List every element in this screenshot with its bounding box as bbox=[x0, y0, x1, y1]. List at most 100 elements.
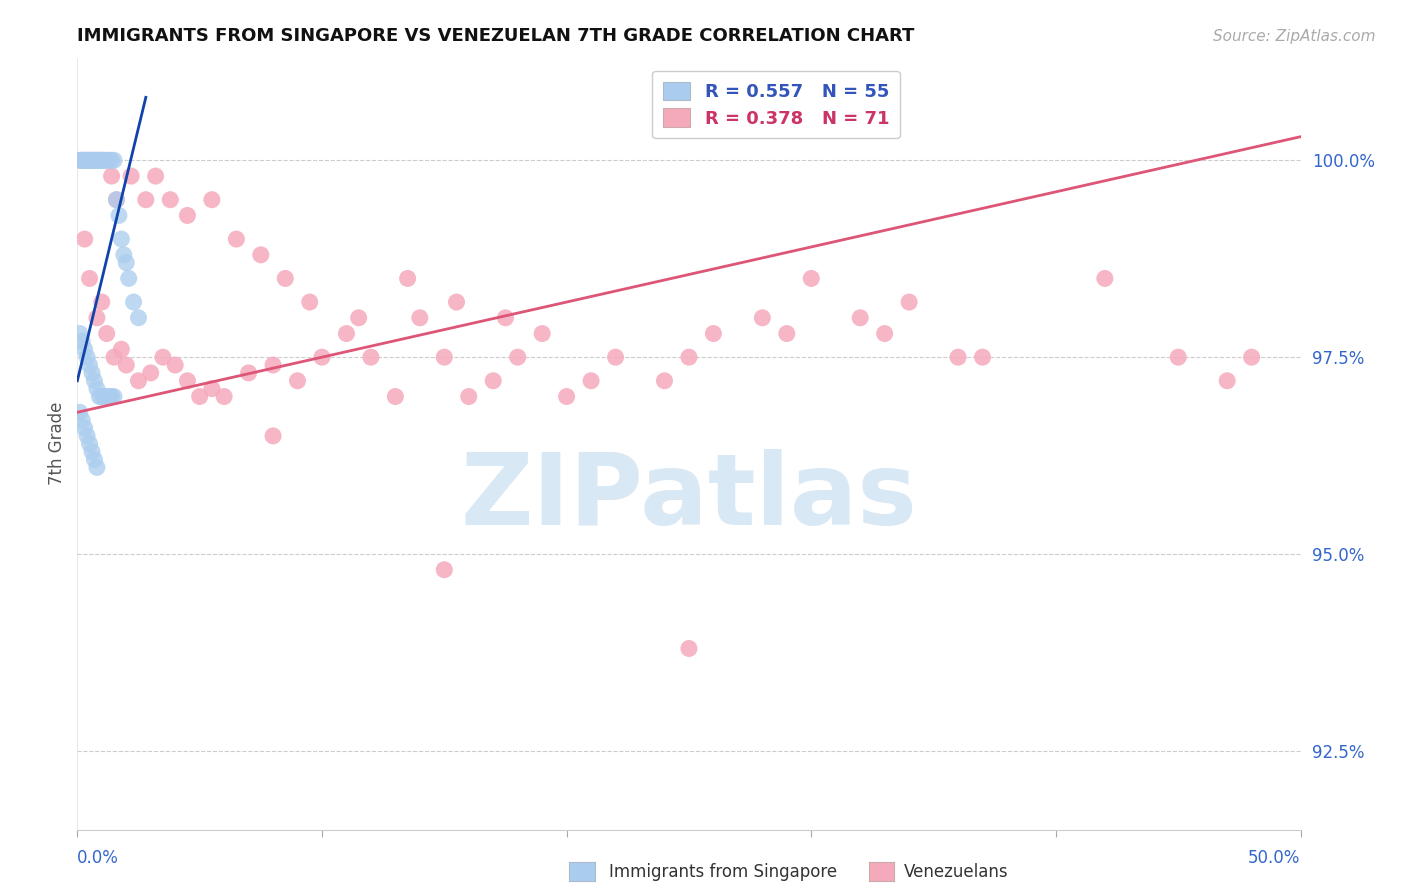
Point bbox=[100, 169, 122, 183]
Point bbox=[115, 358, 138, 372]
Point bbox=[946, 350, 969, 364]
Point bbox=[409, 310, 432, 325]
Point bbox=[79, 358, 101, 372]
Point bbox=[80, 153, 103, 168]
Point bbox=[90, 390, 112, 404]
Point bbox=[73, 153, 96, 168]
Point bbox=[287, 374, 309, 388]
Point bbox=[396, 271, 419, 285]
Point bbox=[152, 350, 174, 364]
Point bbox=[201, 193, 224, 207]
Point bbox=[90, 153, 112, 168]
Point bbox=[105, 193, 128, 207]
Point bbox=[69, 326, 91, 341]
Legend: R = 0.557   N = 55, R = 0.378   N = 71: R = 0.557 N = 55, R = 0.378 N = 71 bbox=[652, 70, 900, 138]
Point bbox=[115, 255, 138, 269]
Point bbox=[145, 169, 167, 183]
Point bbox=[298, 295, 321, 310]
Point bbox=[96, 153, 118, 168]
Point bbox=[70, 153, 93, 168]
Point bbox=[800, 271, 823, 285]
Point bbox=[311, 350, 333, 364]
Point bbox=[250, 248, 273, 262]
Point bbox=[506, 350, 529, 364]
Point bbox=[73, 421, 96, 435]
Point bbox=[347, 310, 370, 325]
Point bbox=[159, 193, 181, 207]
Point bbox=[654, 374, 676, 388]
Point bbox=[77, 153, 100, 168]
Point bbox=[100, 390, 122, 404]
Point bbox=[75, 153, 97, 168]
Point bbox=[100, 153, 122, 168]
Point bbox=[201, 382, 224, 396]
Text: Venezuelans: Venezuelans bbox=[904, 863, 1008, 881]
Point bbox=[122, 295, 145, 310]
Point bbox=[335, 326, 357, 341]
Point bbox=[84, 153, 107, 168]
Point bbox=[103, 350, 125, 364]
Point bbox=[105, 193, 128, 207]
Point bbox=[70, 153, 93, 168]
Point bbox=[86, 460, 108, 475]
Point bbox=[93, 390, 115, 404]
Point bbox=[605, 350, 627, 364]
Point bbox=[238, 366, 260, 380]
Point bbox=[93, 153, 115, 168]
Point bbox=[139, 366, 162, 380]
Point bbox=[76, 153, 98, 168]
Point bbox=[82, 153, 104, 168]
Point bbox=[1167, 350, 1189, 364]
Point bbox=[79, 271, 101, 285]
Point bbox=[384, 390, 406, 404]
Point bbox=[96, 326, 118, 341]
Point bbox=[225, 232, 247, 246]
Point bbox=[678, 641, 700, 656]
Point bbox=[90, 153, 112, 168]
Point bbox=[73, 343, 96, 357]
Point bbox=[482, 374, 505, 388]
Point bbox=[495, 310, 517, 325]
Text: 0.0%: 0.0% bbox=[77, 849, 120, 867]
Point bbox=[678, 350, 700, 364]
Point bbox=[165, 358, 187, 372]
Point bbox=[70, 413, 93, 427]
Point bbox=[120, 169, 142, 183]
Point bbox=[1094, 271, 1116, 285]
Point bbox=[110, 232, 132, 246]
Point bbox=[127, 310, 149, 325]
Point bbox=[898, 295, 921, 310]
Point bbox=[89, 153, 111, 168]
Point bbox=[83, 452, 105, 467]
Point bbox=[98, 153, 121, 168]
Point bbox=[69, 153, 91, 168]
Point bbox=[360, 350, 382, 364]
Point bbox=[849, 310, 872, 325]
Point bbox=[751, 310, 773, 325]
Point bbox=[262, 358, 284, 372]
Point bbox=[188, 390, 211, 404]
Point bbox=[433, 563, 456, 577]
Point bbox=[76, 153, 98, 168]
Point bbox=[555, 390, 578, 404]
Point bbox=[72, 153, 94, 168]
Point bbox=[83, 153, 105, 168]
Point bbox=[457, 390, 479, 404]
Point bbox=[176, 209, 198, 223]
Point bbox=[79, 437, 101, 451]
Point bbox=[76, 429, 98, 443]
Point bbox=[69, 405, 91, 419]
Point bbox=[262, 429, 284, 443]
Point bbox=[110, 343, 132, 357]
Point bbox=[702, 326, 724, 341]
Point bbox=[96, 390, 118, 404]
Point bbox=[80, 153, 103, 168]
Point bbox=[112, 248, 135, 262]
Point bbox=[446, 295, 468, 310]
Text: ZIPatlas: ZIPatlas bbox=[461, 450, 917, 546]
Point bbox=[176, 374, 198, 388]
Text: Source: ZipAtlas.com: Source: ZipAtlas.com bbox=[1212, 29, 1375, 44]
Point bbox=[212, 390, 235, 404]
Point bbox=[93, 153, 115, 168]
Point bbox=[579, 374, 602, 388]
